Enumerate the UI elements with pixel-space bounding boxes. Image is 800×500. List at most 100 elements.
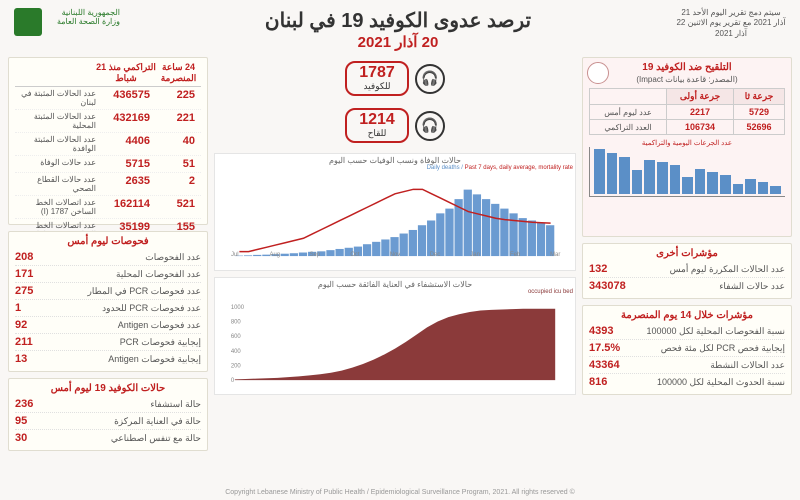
chart-bar: [695, 169, 706, 194]
stat-label: إيجابية فحص PCR لكل مئة فحص: [661, 343, 785, 354]
stat-row: إيجابية فحوصات PCR 211: [15, 334, 201, 351]
indicators-14-panel: مؤشرات خلال 14 يوم المنصرمة نسبة الفحوصا…: [582, 305, 792, 395]
vaccine-title: التلقيح ضد الكوفيد 19: [589, 62, 785, 73]
chart-bar: [657, 162, 668, 194]
stat-label: إيجابية فحوصات PCR: [120, 337, 201, 348]
stat-cumul: 4406: [96, 135, 156, 153]
header: سيتم دمج تقرير اليوم الأحد 21 آذار 2021 …: [4, 6, 796, 53]
svg-text:Jul: Jul: [231, 252, 239, 258]
hotlines: 🎧1787للكوفيد🎧1214للقاح: [214, 57, 576, 147]
stat-row: عدد الفحوصات208: [15, 249, 201, 266]
svg-text:800: 800: [231, 320, 242, 326]
main-th-24h: 24 ساعة المنصرمة: [156, 62, 201, 84]
chart-bar: [707, 172, 718, 194]
stat-label: حالة مع تنفس اصطناعي: [111, 433, 201, 444]
stat-cumul: 162114: [96, 198, 156, 216]
chart-bar: [594, 149, 605, 194]
stat-row: عدد فحوصات Antigen92: [15, 317, 201, 334]
stat-row: نسبة الحدوث المحلية لكل 100000 816: [589, 374, 785, 390]
stat-value: 13: [15, 353, 27, 365]
stat-value: 43364: [589, 359, 620, 371]
stat-24h: 2: [156, 175, 201, 193]
stat-row: عدد الفحوصات المحلية 171: [15, 266, 201, 283]
main-stat-row: 221432169عدد الحالات المثبتة المحلية: [15, 110, 201, 133]
stat-row: عدد فحوصات PCR للحدود 1: [15, 300, 201, 317]
stat-24h: 225: [156, 89, 201, 107]
syringe-icon: [587, 62, 609, 84]
stat-cumul: 432169: [96, 112, 156, 130]
tests-title: فحوصات ليوم أمس: [15, 236, 201, 247]
deaths-chart-title: حالات الوفاة ونسب الوفيات حسب اليوم: [217, 156, 573, 165]
stat-label: حالة استشفاء: [150, 399, 201, 410]
hotline-label: للقاح: [359, 128, 395, 139]
vac-th2: جرعة ثا: [734, 89, 785, 105]
chart-bar: [670, 165, 681, 194]
stat-value: 4393: [589, 325, 613, 337]
hotline: 🎧1214للقاح: [341, 104, 449, 147]
stat-label: عدد الحالات المكررة ليوم أمس: [670, 264, 785, 275]
stat-value: 17.5%: [589, 342, 620, 354]
stat-label: نسبة الفحوصات المحلية لكل 100000: [646, 326, 785, 337]
svg-text:Sep: Sep: [310, 252, 321, 258]
stat-label: عدد الحالات المثبتة في لبنان: [15, 89, 96, 107]
stat-label: عدد فحوصات PCR للحدود: [102, 303, 201, 314]
main-stats-panel: 24 ساعة المنصرمة التراكمي منذ 21 شباط 22…: [8, 57, 208, 225]
stat-value: 343078: [589, 280, 626, 292]
chart-bar: [619, 157, 630, 194]
main-th-cumul: التراكمي منذ 21 شباط: [96, 62, 156, 84]
vaccine-chart-title: عدد الجرعات اليومية والتراكمية: [589, 139, 785, 147]
left-column: التلقيح ضد الكوفيد 19 (المصدر: قاعدة بيا…: [582, 57, 792, 479]
icu-chart-title: حالات الاستشفاء في العناية الفائقة حسب ا…: [217, 280, 573, 289]
svg-text:0: 0: [231, 378, 235, 384]
svg-text:1000: 1000: [231, 305, 245, 311]
stat-label: عدد الحالات المثبتة الوافدة: [15, 135, 96, 153]
stat-value: 1: [15, 302, 21, 314]
svg-text:Mar: Mar: [550, 252, 560, 258]
stat-value: 171: [15, 268, 33, 280]
chart-bar: [758, 182, 769, 194]
stat-label: عدد فحوصات PCR في المطار: [88, 286, 201, 297]
vaccine-table: جرعة ثا جرعة أولى 57292217عدد ليوم أمس52…: [589, 88, 785, 135]
hospital-panel: حالات الكوفيد 19 ليوم أمس حالة استشفاء23…: [8, 378, 208, 451]
stat-row: إيجابية فحوصات Antigen13: [15, 351, 201, 367]
main-stat-row: 521162114عدد اتصالات الخط الساخن 1787 (I…: [15, 196, 201, 219]
stat-row: عدد فحوصات PCR في المطار 275: [15, 283, 201, 300]
stat-label: حالة في العناية المركزة: [114, 416, 201, 427]
chart-bar: [720, 175, 731, 194]
stat-row: إيجابية فحص PCR لكل مئة فحص 17.5%: [589, 340, 785, 357]
stat-value: 30: [15, 432, 27, 444]
stat-row: حالة في العناية المركزة95: [15, 413, 201, 430]
stat-label: عدد الحالات النشطة: [710, 360, 785, 371]
chart-bar: [632, 170, 643, 194]
hotline: 🎧1787للكوفيد: [341, 57, 449, 100]
stat-label: نسبة الحدوث المحلية لكل 100000: [657, 377, 785, 388]
svg-text:Nov: Nov: [390, 252, 401, 258]
stat-value: 211: [15, 336, 33, 348]
tests-panel: فحوصات ليوم أمس عدد الفحوصات208عدد الفحو…: [8, 231, 208, 372]
chart-bar: [644, 160, 655, 194]
stat-label: عدد الفحوصات: [145, 252, 201, 263]
main-stat-row: 515715عدد حالات الوفاة: [15, 156, 201, 173]
page-title: ترصد عدوى الكوفيد 19 في لبنان: [128, 8, 668, 33]
gov-line2: وزارة الصحة العامة: [50, 17, 120, 26]
stat-value: 275: [15, 285, 33, 297]
stat-label: عدد حالات القطاع الصحي: [15, 175, 96, 193]
chart-bar: [770, 186, 781, 194]
vaccine-row: 52696106734العدد التراكمي: [590, 120, 785, 135]
ministry-logo: [14, 8, 42, 36]
svg-text:Feb: Feb: [510, 252, 521, 258]
deaths-chart: حالات الوفاة ونسب الوفيات حسب اليوم Dail…: [214, 153, 576, 271]
chart-bar: [733, 184, 744, 194]
chart-bar: [745, 179, 756, 194]
svg-text:Oct: Oct: [350, 252, 360, 258]
stat-24h: 521: [156, 198, 201, 216]
stat-label: عدد الفحوصات المحلية: [116, 269, 201, 280]
gov-line1: الجمهورية اللبنانية: [50, 8, 120, 17]
vaccine-panel: التلقيح ضد الكوفيد 19 (المصدر: قاعدة بيا…: [582, 57, 792, 237]
stat-24h: 221: [156, 112, 201, 130]
chart-bar: [682, 177, 693, 194]
stat-value: 132: [589, 263, 607, 275]
report-date: 20 آذار 2021: [128, 33, 668, 51]
stat-value: 816: [589, 376, 607, 388]
hotline-number: 1214: [359, 112, 395, 128]
